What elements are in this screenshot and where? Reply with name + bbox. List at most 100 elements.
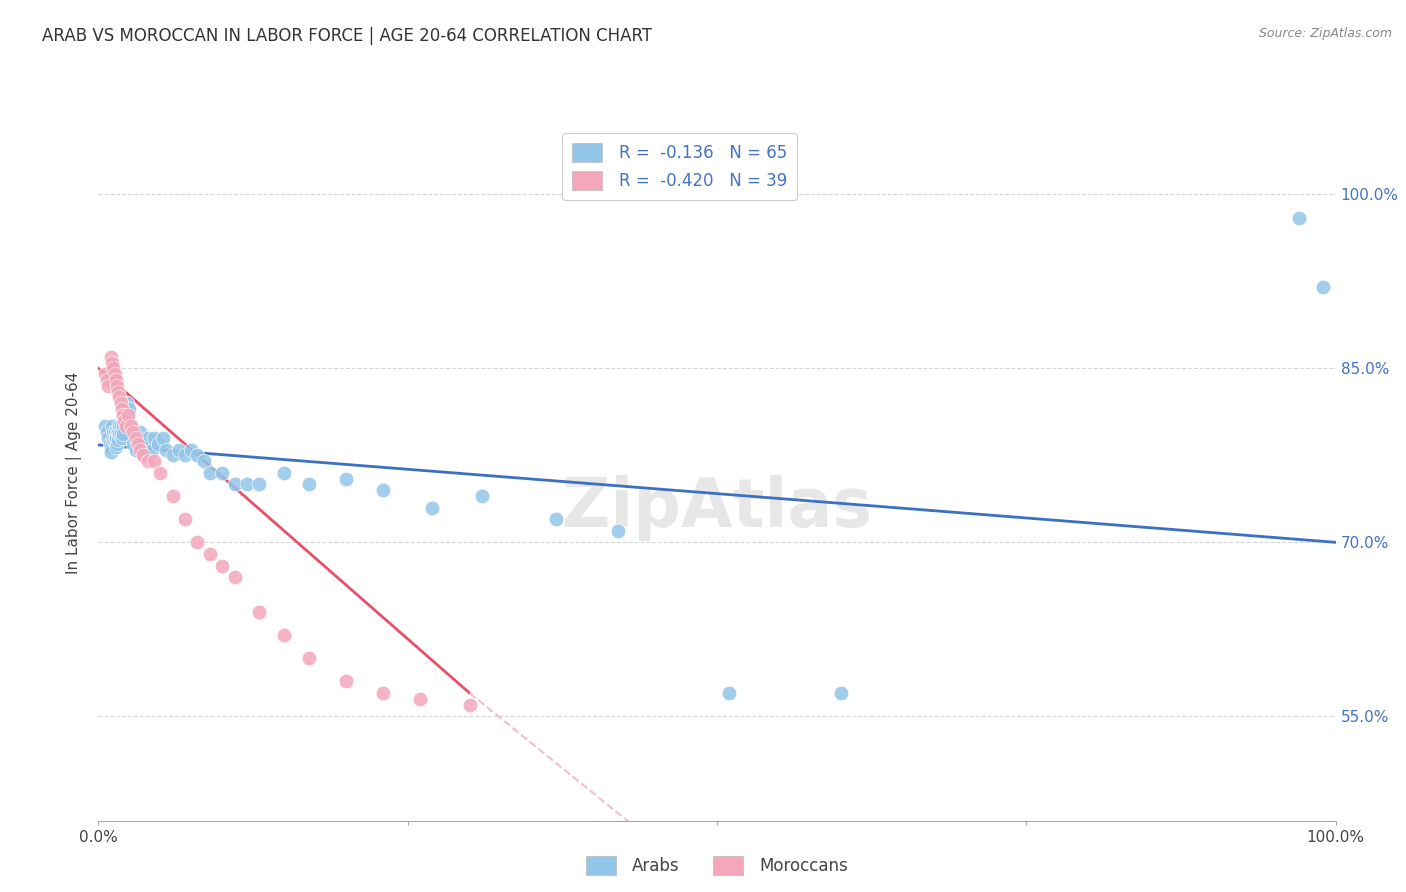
Point <box>127 431 149 445</box>
Point <box>122 425 145 439</box>
Point <box>107 384 129 399</box>
Point <box>155 442 177 457</box>
Point <box>93 419 115 434</box>
Point <box>114 419 136 434</box>
Point <box>141 442 163 457</box>
Point <box>273 628 295 642</box>
Point <box>118 402 141 417</box>
Point <box>422 500 444 515</box>
Point <box>115 396 138 410</box>
Point <box>830 686 852 700</box>
Point <box>186 448 208 462</box>
Point <box>107 434 129 448</box>
Point <box>198 547 221 561</box>
Point <box>198 466 221 480</box>
Point <box>111 402 134 417</box>
Point <box>97 379 120 393</box>
Point <box>1312 280 1334 294</box>
Point <box>546 512 568 526</box>
Point <box>211 466 233 480</box>
Point <box>146 436 169 450</box>
Point <box>247 477 270 491</box>
Point <box>607 524 630 538</box>
Point <box>298 651 321 665</box>
Point <box>335 471 357 485</box>
Point <box>167 442 190 457</box>
Point <box>247 605 270 619</box>
Point <box>105 425 128 439</box>
Point <box>112 408 135 422</box>
Point <box>96 425 118 439</box>
Point <box>273 466 295 480</box>
Point <box>124 442 146 457</box>
Point <box>101 419 124 434</box>
Point <box>122 436 145 450</box>
Point <box>409 692 432 706</box>
Point <box>127 436 149 450</box>
Point <box>96 373 118 387</box>
Point <box>298 477 321 491</box>
Point <box>186 535 208 549</box>
Point <box>174 448 197 462</box>
Text: ARAB VS MOROCCAN IN LABOR FORCE | AGE 20-64 CORRELATION CHART: ARAB VS MOROCCAN IN LABOR FORCE | AGE 20… <box>42 27 652 45</box>
Point <box>103 361 125 376</box>
Point <box>162 489 184 503</box>
Point <box>162 448 184 462</box>
Point <box>110 396 132 410</box>
Text: Source: ZipAtlas.com: Source: ZipAtlas.com <box>1258 27 1392 40</box>
Point <box>103 434 125 448</box>
Point <box>371 686 394 700</box>
Point <box>134 442 156 457</box>
Point <box>117 408 139 422</box>
Point <box>180 442 202 457</box>
Point <box>110 419 132 434</box>
Point <box>100 440 122 454</box>
Point <box>103 434 125 448</box>
Point <box>132 448 155 462</box>
Point <box>101 356 124 370</box>
Point <box>143 431 166 445</box>
Point <box>98 436 121 450</box>
Point <box>108 419 131 434</box>
Point <box>104 431 127 445</box>
Point <box>471 489 494 503</box>
Point <box>458 698 481 712</box>
Point <box>120 419 142 434</box>
Point <box>93 368 115 382</box>
Point <box>103 425 125 439</box>
Point <box>110 427 132 442</box>
Point <box>104 440 127 454</box>
Point <box>136 431 159 445</box>
Point <box>114 402 136 417</box>
Point <box>1288 211 1310 225</box>
Point <box>224 477 246 491</box>
Point <box>104 373 127 387</box>
Point <box>193 454 215 468</box>
Point <box>100 445 122 459</box>
Point <box>371 483 394 498</box>
Point <box>103 368 125 382</box>
Point <box>112 427 135 442</box>
Point <box>149 466 172 480</box>
Point <box>108 391 131 405</box>
Point <box>108 427 131 442</box>
Point <box>103 425 125 439</box>
Point <box>718 686 741 700</box>
Point <box>132 436 155 450</box>
Point <box>117 408 139 422</box>
Text: ZipAtlas: ZipAtlas <box>562 475 872 541</box>
Legend: Arabs, Moroccans: Arabs, Moroccans <box>579 849 855 882</box>
Point <box>120 419 142 434</box>
Point <box>152 431 174 445</box>
Point <box>129 442 152 457</box>
Point <box>112 408 135 422</box>
Point <box>105 379 128 393</box>
Point <box>111 431 134 445</box>
Point <box>236 477 259 491</box>
Point <box>335 674 357 689</box>
Point <box>129 425 152 439</box>
Point <box>136 454 159 468</box>
Point <box>124 431 146 445</box>
Point <box>97 431 120 445</box>
Y-axis label: In Labor Force | Age 20-64: In Labor Force | Age 20-64 <box>66 372 83 574</box>
